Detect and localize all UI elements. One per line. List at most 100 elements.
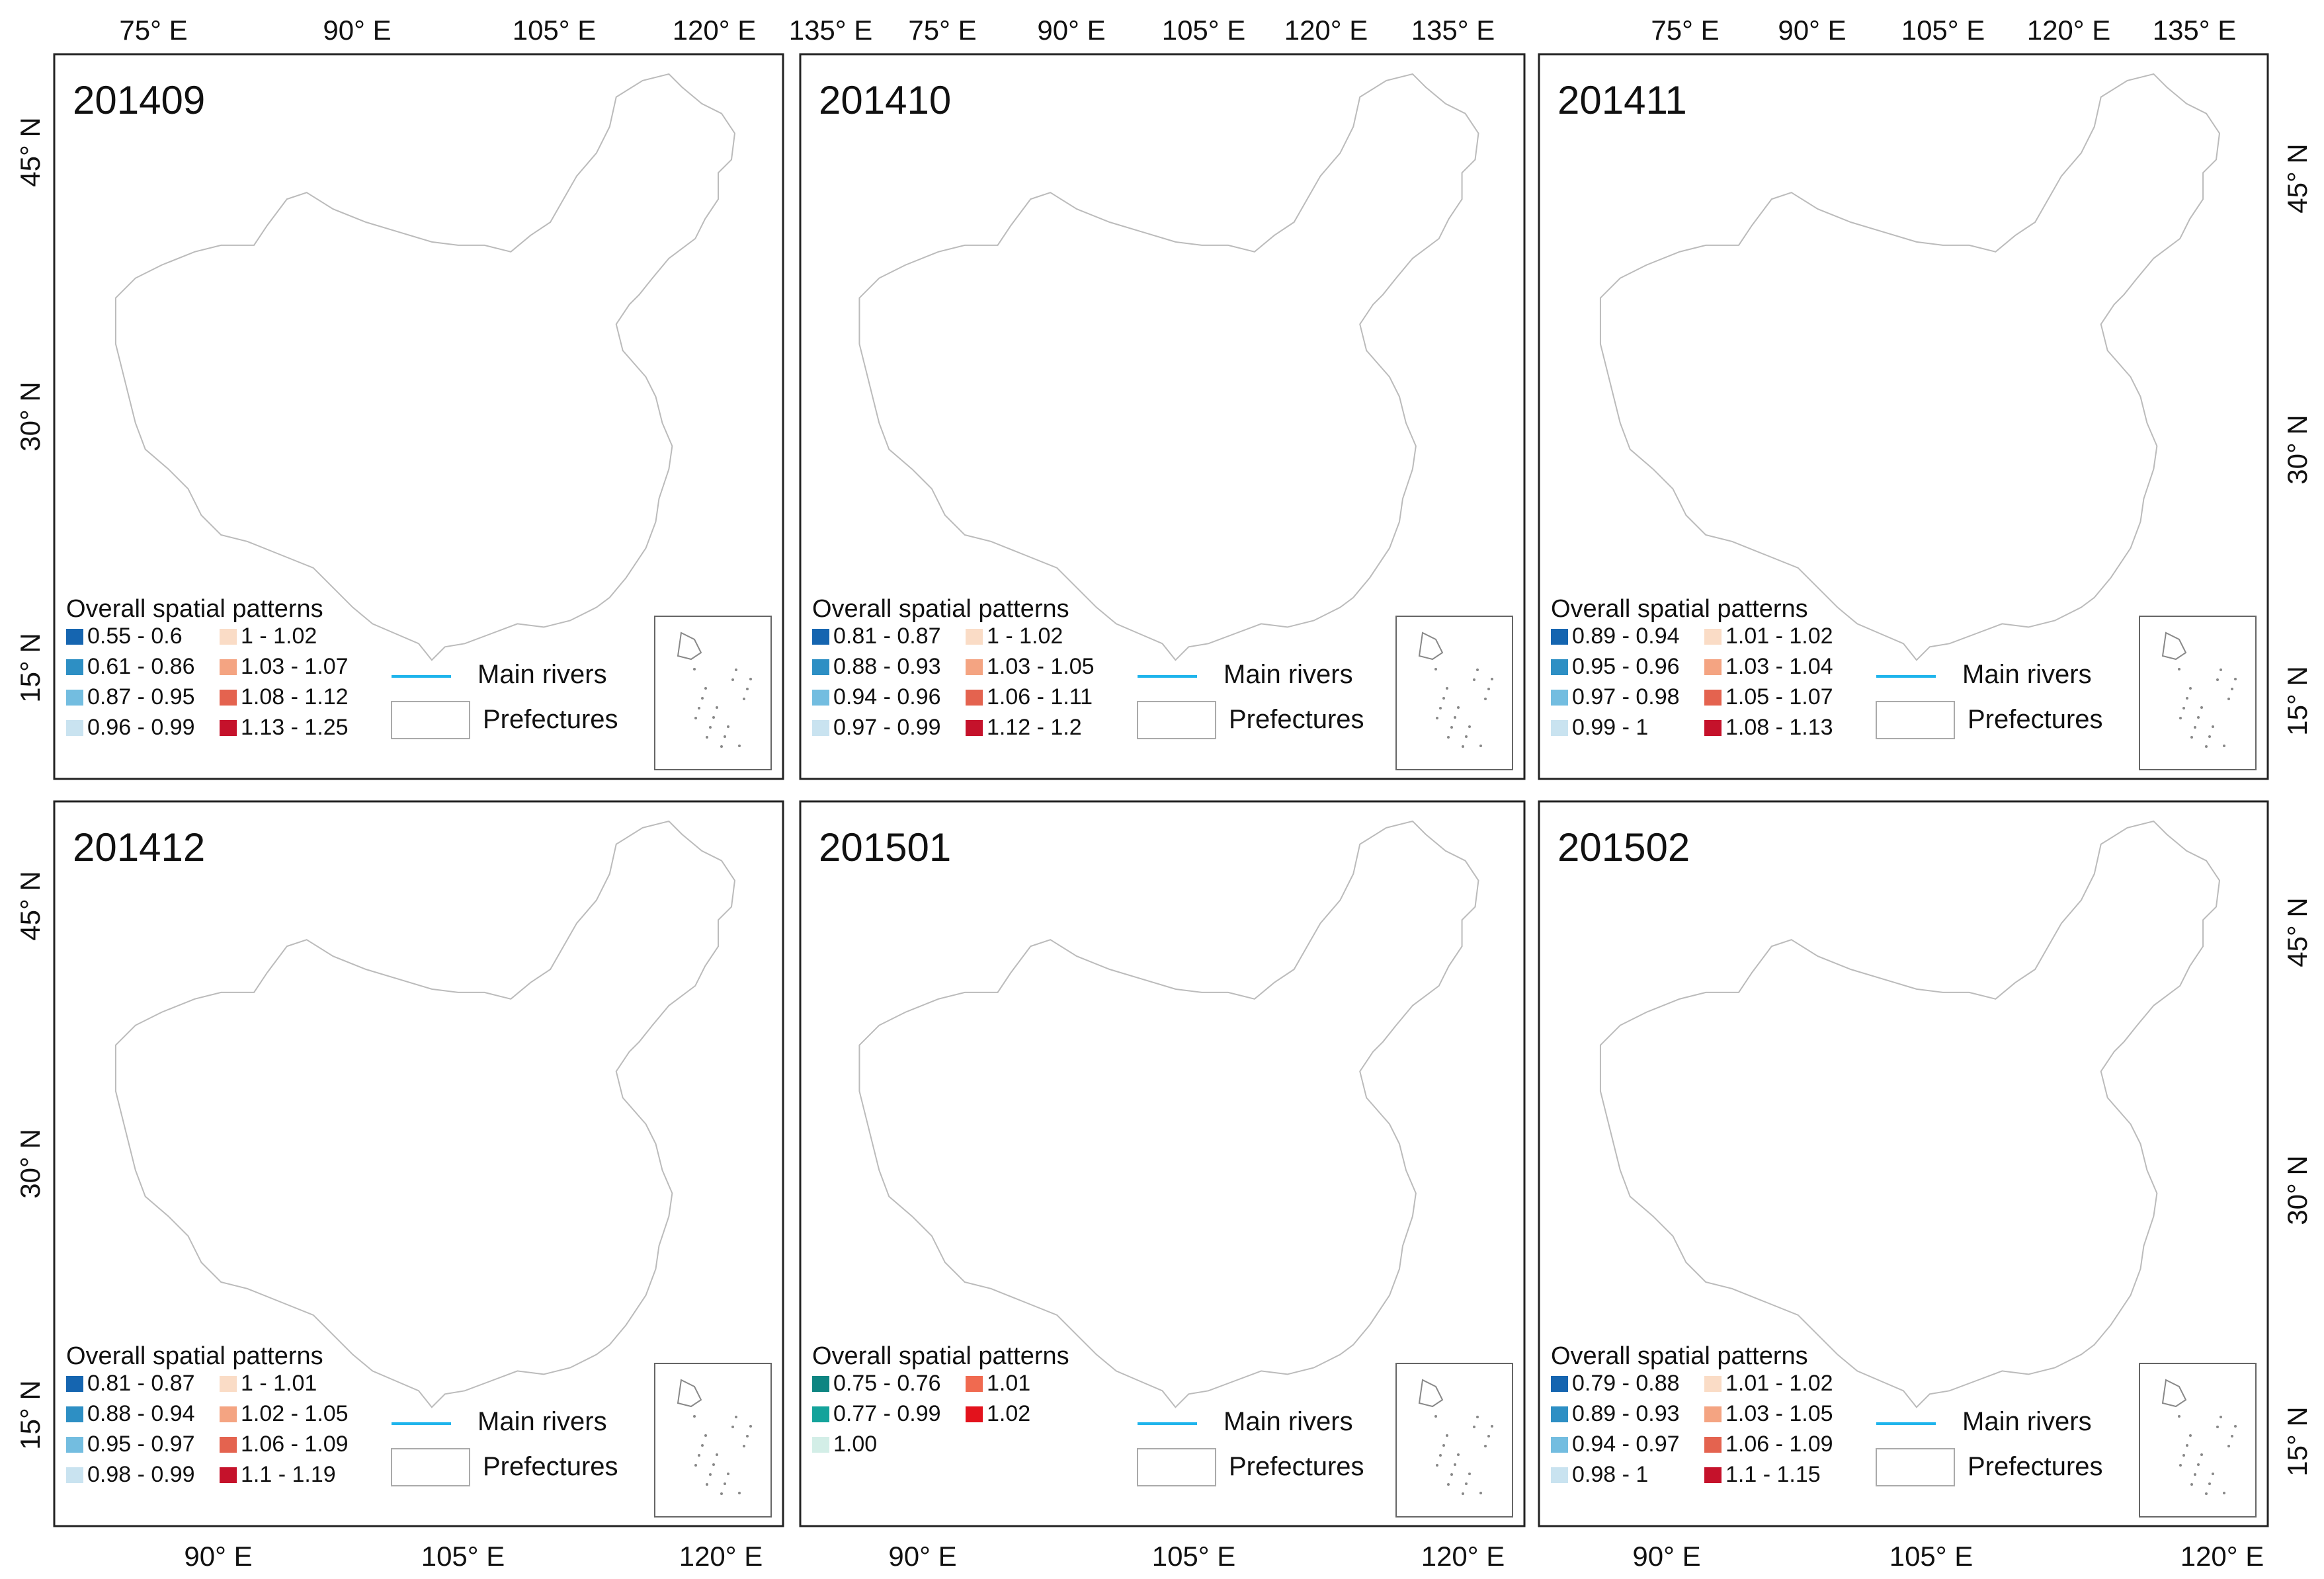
top-axis-label: 90° E [323, 15, 391, 46]
inset-island [1476, 668, 1479, 671]
south-china-sea-inset [1395, 616, 1513, 770]
legend-label: 1.1 - 1.19 [241, 1462, 336, 1487]
legend-swatch [220, 659, 237, 675]
inset-island [2179, 1464, 2182, 1467]
legend-swatch [66, 629, 83, 645]
inset-island [2234, 678, 2237, 680]
inset-island [749, 1425, 752, 1428]
inset-island [2189, 1434, 2192, 1437]
inset-island [746, 1435, 749, 1437]
inset-island [2200, 706, 2203, 709]
inset-island [694, 717, 697, 719]
inset-island [677, 1379, 702, 1408]
legend-label: 0.97 - 0.99 [833, 715, 941, 740]
inset-island [1487, 688, 1490, 690]
legend-prefecture-swatch [1137, 1448, 1216, 1486]
bottom-axis-label: 105° E [1889, 1541, 1973, 1572]
legend-label: 0.94 - 0.97 [1572, 1432, 1680, 1457]
bottom-axis-label: 105° E [1152, 1541, 1236, 1572]
south-china-sea-inset [2139, 616, 2257, 770]
inset-island [738, 1492, 741, 1494]
inset-island [2186, 1444, 2188, 1447]
top-axis-label: 135° E [2153, 15, 2237, 46]
inset-island [2186, 697, 2188, 700]
inset-island [716, 1453, 718, 1456]
left-axis: 45° N 30° N 15° N 45° N 30° N 15° N [15, 117, 46, 1450]
inset-island [2190, 1483, 2193, 1486]
legend-swatch [1551, 1437, 1568, 1453]
inset-island [1468, 725, 1471, 728]
inset-island [2194, 1473, 2196, 1476]
inset-island [1442, 697, 1445, 700]
legend-swatch [966, 1406, 983, 1422]
legend-prefecture-swatch [391, 701, 470, 739]
legend-swatch [812, 690, 829, 706]
inset-island [701, 1444, 704, 1447]
inset-island [1418, 631, 1444, 661]
legend-prefecture-swatch [1137, 701, 1216, 739]
legend-label: 1.01 - 1.02 [1725, 624, 1833, 649]
inset-island [1479, 745, 1482, 747]
legend-prefecture-swatch [1876, 701, 1955, 739]
inset-island [1446, 1434, 1448, 1437]
right-axis-label: 30° N [2282, 415, 2313, 485]
legend-label: 0.95 - 0.97 [87, 1432, 195, 1457]
left-axis-label: 45° N [15, 117, 46, 187]
inset-island [1434, 1415, 1437, 1418]
inset-island [2216, 678, 2219, 681]
legend-swatch [812, 1437, 829, 1453]
inset-frame [2139, 1363, 2257, 1518]
legend-swatch [66, 1437, 83, 1453]
inset-island [712, 716, 715, 719]
inset-island [706, 736, 708, 739]
legend-label: 0.89 - 0.94 [1572, 624, 1680, 649]
legend-label: 0.88 - 0.94 [87, 1401, 195, 1426]
legend-prefectures-label: Prefectures [1968, 1452, 2103, 1481]
inset-island [706, 1483, 708, 1486]
inset-island [1491, 1425, 1493, 1428]
legend-swatch [1704, 1406, 1722, 1422]
inset-island [1439, 707, 1442, 709]
left-axis-label: 30° N [15, 1129, 46, 1199]
inset-island [693, 668, 696, 670]
inset-frame [1395, 616, 1513, 770]
legend-rivers-label: Main rivers [1962, 660, 2092, 689]
inset-island [1491, 678, 1493, 680]
inset-island [1484, 1445, 1487, 1447]
legend-title: Overall spatial patterns [812, 1342, 1069, 1370]
legend-label: 0.81 - 0.87 [833, 624, 941, 649]
bottom-axis-label: 90° E [1632, 1541, 1700, 1572]
legend-swatch [966, 720, 983, 736]
inset-island [1487, 1435, 1490, 1437]
legend-prefectures-label: Prefectures [1229, 705, 1364, 734]
inset-island [1476, 1416, 1479, 1418]
inset-island [2161, 631, 2187, 661]
legend-swatch [812, 659, 829, 675]
legend-title: Overall spatial patterns [66, 595, 323, 623]
legend-label: 0.79 - 0.88 [1572, 1371, 1680, 1396]
top-axis-label: 135° E [789, 15, 873, 46]
inset-island [2208, 735, 2211, 738]
legend-label: 1.1 - 1.15 [1725, 1462, 1821, 1487]
bottom-axis-label: 90° E [888, 1541, 956, 1572]
legend-label: 0.99 - 1 [1572, 715, 1648, 740]
right-axis-label: 45° N [2282, 143, 2313, 214]
legend-swatch [1704, 1467, 1722, 1483]
legend-label: 0.94 - 0.96 [833, 684, 941, 709]
inset-island [709, 726, 712, 729]
legend-label: 0.87 - 0.95 [87, 684, 195, 709]
legend-swatch [966, 629, 983, 645]
inset-island [1436, 1464, 1438, 1467]
inset-island [1442, 1444, 1445, 1447]
right-axis-label: 30° N [2282, 1155, 2313, 1225]
inset-island [2178, 1415, 2180, 1418]
legend-title: Overall spatial patterns [1551, 595, 1808, 623]
legend-prefectures-label: Prefectures [483, 705, 618, 734]
left-axis-label: 45° N [15, 871, 46, 941]
